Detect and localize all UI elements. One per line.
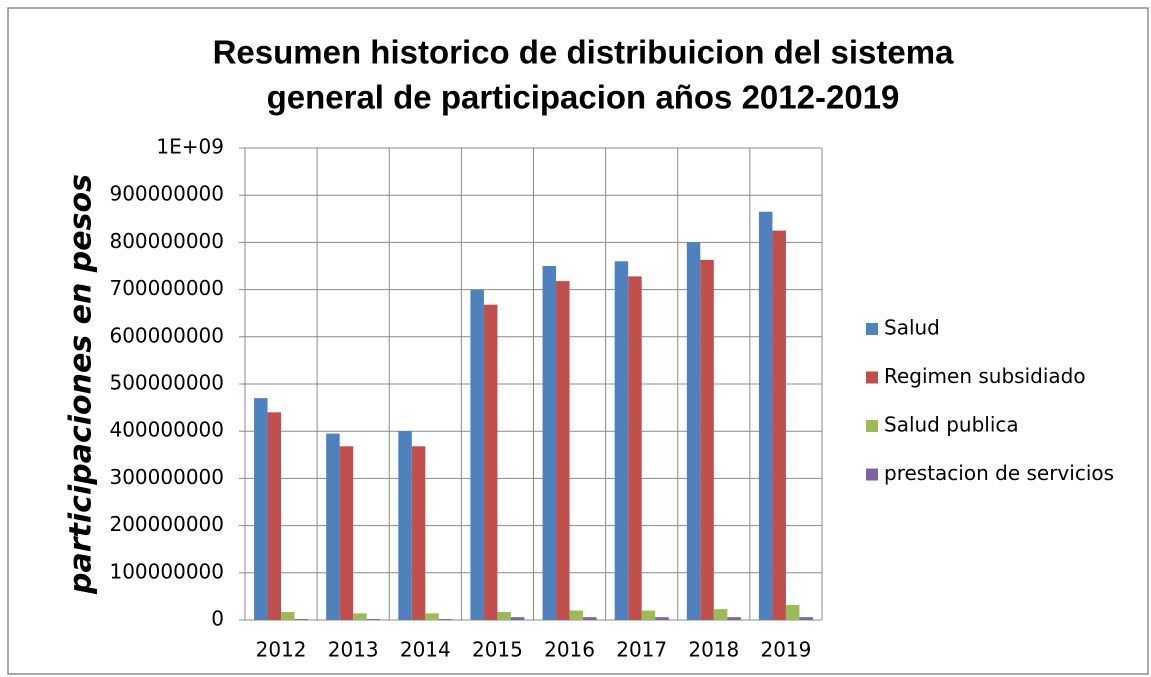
bar [727, 617, 741, 620]
x-tick-label: 2015 [472, 638, 523, 662]
x-tick-label: 2017 [616, 638, 667, 662]
y-tick-label: 100000000 [109, 559, 224, 583]
chart-title: Resumen historico de distribuicion del s… [213, 34, 954, 71]
y-tick-label: 900000000 [109, 182, 224, 206]
legend-swatch [866, 323, 878, 335]
bar [326, 433, 340, 620]
bar [438, 619, 453, 620]
bar [583, 617, 597, 620]
bar [713, 609, 728, 620]
x-tick-label: 2016 [544, 638, 595, 662]
bar [339, 446, 354, 620]
x-tick-label: 2014 [400, 638, 451, 662]
bar [641, 610, 656, 620]
bar [686, 242, 701, 620]
bar [542, 266, 557, 620]
y-tick-label: 400000000 [109, 418, 224, 442]
legend-label: prestacion de servicios [884, 461, 1114, 485]
y-tick-label: 500000000 [109, 371, 224, 395]
bar [254, 398, 268, 620]
x-tick-label: 2012 [256, 638, 307, 662]
bar [628, 276, 642, 620]
y-tick-label: 1E+09 [156, 135, 224, 159]
bar [569, 610, 584, 620]
bar [556, 281, 570, 620]
y-tick-label: 0 [211, 607, 224, 631]
legend-swatch [866, 371, 878, 384]
chart-title: general de participacion años 2012-2019 [267, 79, 900, 116]
bar [758, 211, 773, 620]
bar [483, 304, 498, 620]
bar [353, 613, 367, 620]
chart-frame [7, 7, 1149, 675]
bar [294, 619, 309, 620]
legend-label: Salud publica [884, 413, 1019, 437]
bar [700, 259, 714, 620]
y-tick-label: 300000000 [109, 465, 224, 489]
bar [366, 619, 381, 620]
legend-swatch [866, 468, 878, 481]
bar [267, 412, 282, 620]
bar [470, 289, 484, 620]
legend-swatch [866, 420, 878, 432]
y-tick-label: 600000000 [109, 323, 224, 347]
bar [799, 617, 813, 620]
bar [614, 261, 629, 620]
bar [411, 446, 426, 620]
y-axis-label: participaciones en pesos [64, 174, 99, 595]
x-tick-label: 2019 [760, 638, 811, 662]
bar [785, 604, 800, 620]
y-tick-label: 800000000 [109, 229, 224, 253]
x-tick-label: 2013 [328, 638, 379, 662]
bar [655, 617, 669, 620]
bar [398, 431, 412, 620]
x-tick-label: 2018 [688, 638, 739, 662]
bar [425, 613, 439, 620]
legend-label: Regimen subsidiado [884, 364, 1086, 388]
bar [772, 230, 786, 620]
bar [497, 611, 511, 620]
y-tick-label: 200000000 [109, 512, 224, 536]
legend-label: Salud [884, 316, 940, 340]
bar [281, 611, 295, 620]
bar [510, 617, 525, 620]
y-tick-label: 700000000 [109, 276, 224, 300]
